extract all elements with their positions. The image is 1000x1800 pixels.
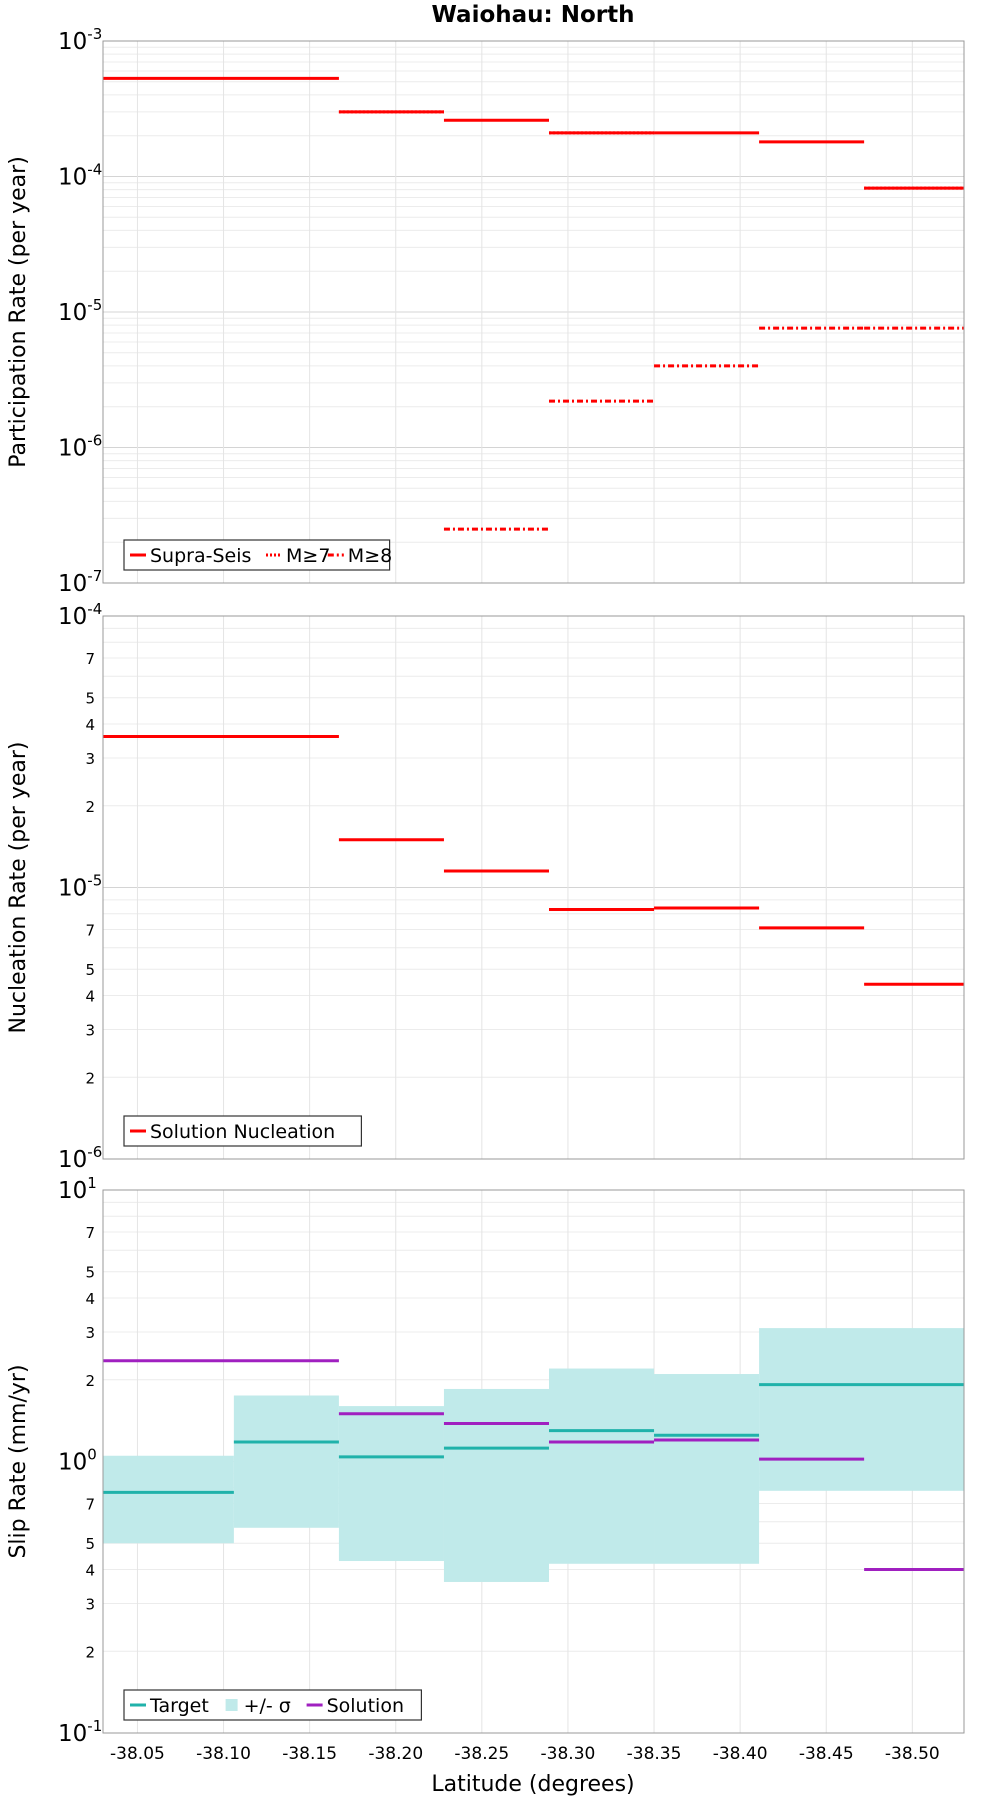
x-tick-label: -38.35: [627, 1744, 682, 1764]
y-minor-tick-label: 2: [85, 798, 95, 816]
y-tick-label: 10-6: [58, 1143, 102, 1173]
y-minor-tick-label: 3: [85, 1595, 95, 1613]
y-tick-label: 10-3: [58, 25, 102, 55]
legend-box: [123, 1115, 362, 1147]
y-minor-tick-label: 2: [85, 1069, 95, 1087]
y-tick-label: 100: [58, 1446, 97, 1476]
band-segment: [103, 1455, 234, 1544]
y-minor-tick-label: 7: [85, 1496, 95, 1514]
x-tick-label: -38.40: [713, 1744, 768, 1764]
y-tick-label: 10-4: [58, 161, 102, 191]
y-minor-tick-label: 5: [85, 961, 95, 979]
y-tick-label: 10-7: [58, 567, 102, 597]
band-segment: [338, 1406, 444, 1562]
x-tick-label: -38.05: [110, 1744, 165, 1764]
y-minor-tick-label: 5: [85, 1535, 95, 1553]
panel-nucleation: 10-6 10-5 10-4 2 3 4 5 7 2 3 4 5 7 Nucleation Rate (p…: [6, 600, 965, 1173]
legend-label: +/- σ: [244, 1695, 291, 1717]
y-minor-tick-label: 4: [85, 1562, 95, 1580]
series-target: [103, 1383, 964, 1494]
legend-label: Target: [149, 1695, 209, 1717]
y-minor-tick-label: 7: [85, 922, 95, 940]
plot-frame: [102, 615, 965, 1160]
y-minor-tick-label: 3: [85, 1324, 95, 1342]
band-segment: [233, 1395, 339, 1528]
x-tick-label: -38.25: [454, 1744, 509, 1764]
panel-slip: 10-1 100 101 2 3 4 5 7 2 3 4 5 7 Slip Rate (mm/yr) Tar…: [6, 1174, 965, 1747]
legend-label: M≥7: [286, 545, 330, 567]
x-tick-label: -38.20: [368, 1744, 423, 1764]
legend-label: Solution: [327, 1695, 404, 1717]
legend-box: [123, 539, 391, 571]
y-minor-tick-label: 4: [85, 716, 95, 734]
y-tick-label: 10-5: [58, 872, 102, 902]
y-minor-tick-label: 7: [85, 1224, 95, 1242]
series-m-ge-8: [443, 326, 964, 531]
x-tick-label: -38.45: [799, 1744, 854, 1764]
y-axis-label: Slip Rate (mm/yr): [6, 1364, 31, 1558]
legend-label: M≥8: [348, 545, 392, 567]
plot-frame: [102, 40, 965, 584]
y-minor-tick-label: 5: [85, 1264, 95, 1282]
y-minor-tick-label: 4: [85, 1290, 95, 1308]
band-segment: [548, 1368, 655, 1564]
legend-label: Solution Nucleation: [150, 1121, 335, 1143]
y-minor-tick-label: 3: [85, 1021, 95, 1039]
x-tick-label: -38.50: [885, 1744, 940, 1764]
legend-box: [123, 1689, 422, 1721]
y-tick-label: 10-4: [58, 600, 102, 630]
series-solution-nucleation: [103, 734, 964, 986]
chart-title: Waiohau: North: [432, 2, 635, 28]
y-axis-label: Nucleation Rate (per year): [6, 742, 31, 1034]
x-axis-label: Latitude (degrees): [431, 1772, 634, 1797]
x-tick-label: -38.10: [196, 1744, 251, 1764]
x-axis: -38.05 -38.10 -38.15 -38.20 -38.25 -38.30 -38.…: [110, 1744, 940, 1764]
panel-participation: 10-7 10-6 10-5 10-4 10-3 Participation Rate (…: [6, 25, 965, 597]
legend: Supra-Seis M≥7 M≥8: [123, 539, 392, 571]
legend-swatch: [225, 1699, 238, 1711]
y-minor-tick-label: 4: [85, 988, 95, 1006]
legend: Target +/- σ Solution: [123, 1689, 422, 1721]
series-solution: [103, 1359, 964, 1572]
y-minor-tick-label: 7: [85, 650, 95, 668]
x-tick-label: -38.30: [541, 1744, 596, 1764]
y-minor-tick-label: 2: [85, 1643, 95, 1661]
plot-frame: [102, 1189, 965, 1734]
y-tick-label: 10-5: [58, 296, 102, 326]
chart-panels: 10-7 10-6 10-5 10-4 10-3 Participation Rate (…: [6, 25, 965, 1764]
band-segment: [443, 1388, 549, 1582]
legend: Solution Nucleation: [123, 1115, 362, 1147]
y-minor-tick-label: 2: [85, 1372, 95, 1390]
y-tick-label: 10-1: [58, 1717, 102, 1747]
y-axis-label: Participation Rate (per year): [6, 156, 31, 468]
legend-label: Supra-Seis: [150, 545, 251, 567]
band-segment: [759, 1328, 964, 1491]
y-tick-label: 10-6: [58, 432, 102, 462]
band-segment: [654, 1374, 760, 1564]
series-m-ge-7: [338, 110, 964, 190]
y-minor-tick-label: 3: [85, 750, 95, 768]
x-tick-label: -38.15: [282, 1744, 337, 1764]
y-minor-tick-label: 5: [85, 690, 95, 708]
y-tick-label: 101: [58, 1174, 97, 1204]
